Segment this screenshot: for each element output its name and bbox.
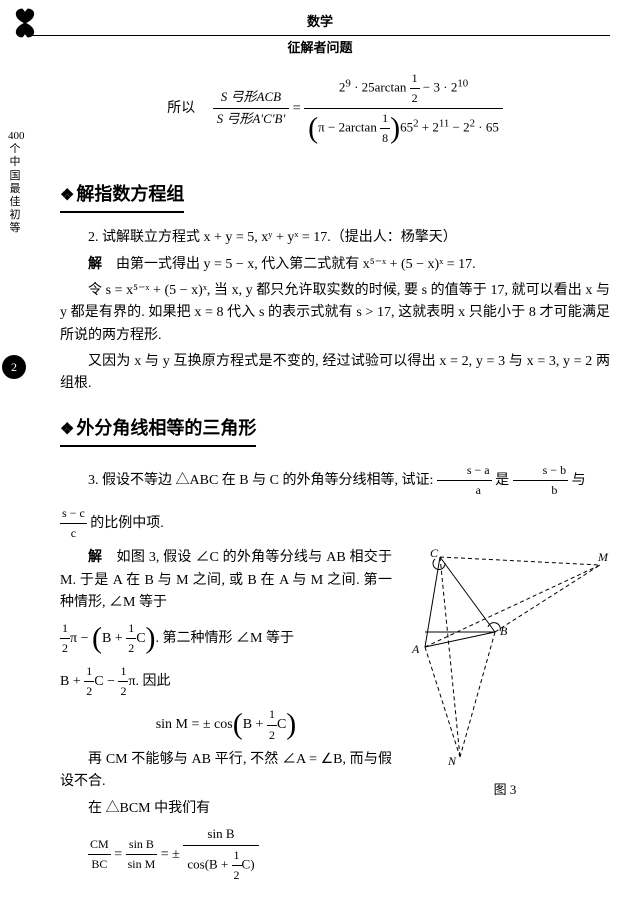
svg-text:A: A bbox=[411, 642, 420, 656]
svg-text:C: C bbox=[430, 547, 439, 560]
equation-ratio: 所以 S 弓形ACB S 弓形A'C'B' = 29 · 25arctan 12… bbox=[60, 69, 610, 149]
figure-3: C M A B N 图 3 bbox=[400, 547, 610, 800]
side-page-circle: 2 bbox=[2, 355, 26, 379]
svg-text:N: N bbox=[447, 754, 457, 767]
svg-text:B: B bbox=[500, 624, 508, 638]
problem-3-eq-ratio: CMBC = sin Bsin M = ± sin B cos(B + 12C) bbox=[60, 824, 610, 885]
section-1-heading: ❖解指数方程组 bbox=[60, 180, 184, 213]
problem-3-statement: 3. 假设不等边 △ABC 在 B 与 C 的外角等分线相等, 试证: s − … bbox=[60, 461, 610, 500]
header-subject: 数学 bbox=[30, 12, 610, 36]
problem-2-sol-2: 令 s = x⁵⁻ˣ + (5 − x)ˣ, 当 x, y 都只允许取实数的时候… bbox=[60, 280, 610, 347]
lhs-num: S 弓形ACB bbox=[221, 89, 281, 104]
section-2-heading: ❖外分角线相等的三角形 bbox=[60, 414, 256, 447]
problem-3-sol-5: 在 △BCM 中我们有 bbox=[60, 798, 610, 820]
corner-decoration bbox=[8, 6, 42, 46]
lhs-den: S 弓形A'C'B' bbox=[217, 111, 286, 126]
side-vertical-label: 400个中国最佳初等 bbox=[8, 130, 22, 236]
figure-3-label: 图 3 bbox=[400, 780, 610, 801]
equals: = bbox=[293, 101, 304, 116]
header-subtitle: 征解者问题 bbox=[30, 38, 610, 59]
prefix-suoyi: 所以 bbox=[167, 101, 195, 116]
svg-text:M: M bbox=[597, 550, 609, 564]
problem-3-statement-2: s − cc 的比例中项. bbox=[60, 504, 610, 543]
problem-2-sol-1: 解 由第一式得出 y = 5 − x, 代入第二式就有 x⁵⁻ˣ + (5 − … bbox=[60, 254, 610, 276]
page: 数学 征解者问题 400个中国最佳初等 2 所以 S 弓形ACB S 弓形A'C… bbox=[0, 0, 640, 909]
figure-3-svg: C M A B N bbox=[400, 547, 610, 767]
problem-2-sol-3: 又因为 x 与 y 互换原方程式是不变的, 经过试验可以得出 x = 2, y … bbox=[60, 351, 610, 396]
problem-2-statement: 2. 试解联立方程式 x + y = 5, xʸ + yˣ = 17.（提出人：… bbox=[60, 227, 610, 249]
